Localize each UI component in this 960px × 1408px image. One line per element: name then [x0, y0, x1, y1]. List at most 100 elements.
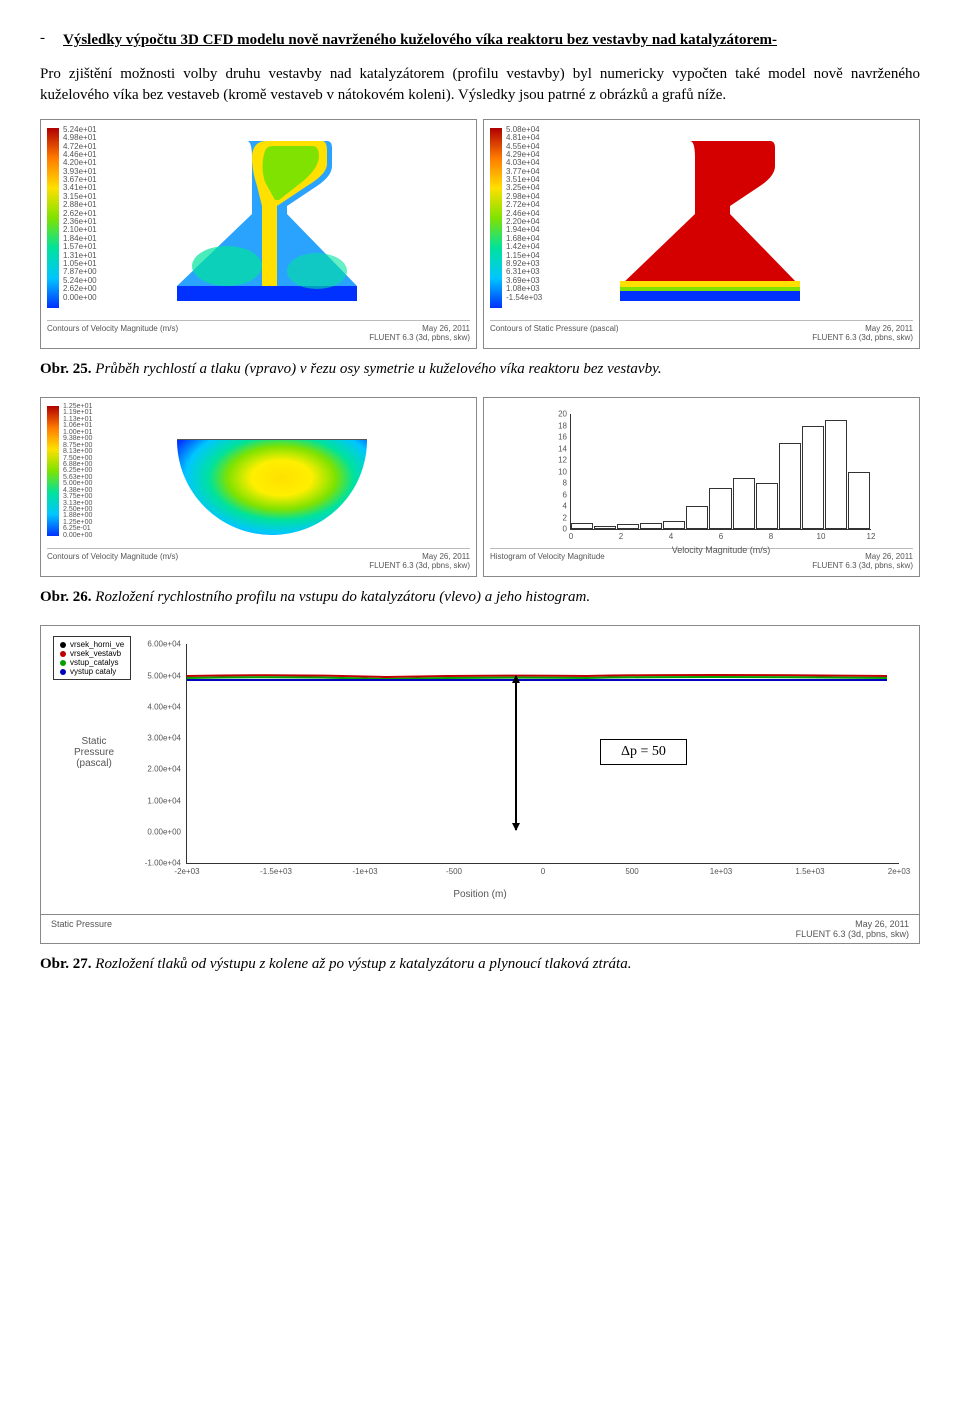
section-heading-row: - Výsledky výpočtu 3D CFD modelu nově na… [40, 30, 920, 50]
footer-solver: FLUENT 6.3 (3d, pbns, skw) [812, 561, 913, 570]
footer-left: Contours of Static Pressure (pascal) [490, 324, 619, 342]
panel-footer: Contours of Static Pressure (pascal) May… [490, 320, 913, 342]
ylabel-line: (pascal) [76, 758, 112, 769]
tick-label: 2 [619, 532, 623, 541]
velocity-hemisphere [177, 439, 367, 535]
plot-area [560, 126, 913, 316]
tick-label: 12 [867, 532, 876, 541]
body-paragraph: Pro zjištění možnosti volby druhu vestav… [40, 64, 920, 105]
footer-solver: FLUENT 6.3 (3d, pbns, skw) [369, 333, 470, 342]
tick-label: 10 [817, 532, 826, 541]
caption-26: Obr. 26. Rozložení rychlostního profilu … [40, 587, 920, 607]
tick-label: 6 [563, 490, 567, 499]
tick-label: 0.00e+00 [147, 827, 181, 836]
caption-25: Obr. 25. Průběh rychlostí a tlaku (vprav… [40, 359, 920, 379]
footer-date: May 26, 2011 [855, 919, 909, 929]
legend: vrsek_horni_vevrsek_vestavbvstup_catalys… [53, 636, 131, 680]
tick-label: 0 [541, 867, 545, 876]
legend-dot [60, 669, 66, 675]
tick-label: 4.00e+04 [147, 702, 181, 711]
figure-25-row: 5.24e+01 4.98e+01 4.72e+01 4.46e+01 4.20… [40, 119, 920, 349]
section-heading: Výsledky výpočtu 3D CFD modelu nově navr… [63, 30, 777, 50]
caption-text: Průběh rychlostí a tlaku (vpravo) v řezu… [95, 361, 661, 377]
tick-label: 500 [625, 867, 638, 876]
pressure-chart: vrsek_horni_vevrsek_vestavbvstup_catalys… [40, 625, 920, 915]
histogram-bar [825, 420, 847, 529]
fig25-velocity-panel: 5.24e+01 4.98e+01 4.72e+01 4.46e+01 4.20… [40, 119, 477, 349]
histogram-bar [663, 521, 685, 529]
caption-text: Rozložení tlaků od výstupu z kolene až p… [95, 956, 631, 972]
tick-label: 12 [558, 456, 567, 465]
tick-label: 20 [558, 410, 567, 419]
plot-area: 02468101214161820 024681012 Velocity Mag… [500, 404, 913, 544]
legend-dot [60, 651, 66, 657]
delta-p-label-box: Δp = 50 [600, 739, 687, 765]
caption-number: Obr. 26. [40, 589, 92, 605]
histogram-bar [779, 443, 801, 529]
histogram-bars [571, 414, 871, 529]
tick-label: 5.00e+04 [147, 671, 181, 680]
footer-solver: FLUENT 6.3 (3d, pbns, skw) [369, 561, 470, 570]
tick-label: 8 [769, 532, 773, 541]
tick-label: 0 [569, 532, 573, 541]
pressure-lines-svg [187, 644, 899, 863]
colorbar-labels: 5.24e+01 4.98e+01 4.72e+01 4.46e+01 4.20… [63, 126, 97, 302]
tick-label: 18 [558, 421, 567, 430]
fig25-pressure-panel: 5.08e+04 4.81e+04 4.55e+04 4.29e+04 4.03… [483, 119, 920, 349]
legend-item: vrsek_horni_ve [60, 640, 124, 649]
legend-label: vstup_catalys [70, 658, 118, 667]
colorbar [490, 128, 502, 308]
tick-label: 2.00e+04 [147, 765, 181, 774]
delta-p-label: Δp = 50 [621, 744, 666, 759]
pressure-contour-shape [600, 136, 820, 306]
colorbar-labels: 1.25e+01 1.19e+01 1.13e+01 1.06e+01 1.00… [63, 404, 92, 539]
legend-dot [60, 660, 66, 666]
tick-label: 8 [563, 479, 567, 488]
tick-label: 4 [563, 502, 567, 511]
pressure-chart-footer: Static Pressure May 26, 2011 FLUENT 6.3 … [40, 915, 920, 944]
tick-label: 14 [558, 444, 567, 453]
footer-left: Contours of Velocity Magnitude (m/s) [47, 324, 178, 342]
fig26-histogram-panel: 02468101214161820 024681012 Velocity Mag… [483, 397, 920, 577]
histogram-bar [848, 472, 870, 530]
footer-date: May 26, 2011 [865, 324, 913, 333]
legend-item: vrsek_vestavb [60, 649, 124, 658]
tick-label: 6 [719, 532, 723, 541]
footer-left: Contours of Velocity Magnitude (m/s) [47, 552, 178, 570]
tick-label: 3.00e+04 [147, 734, 181, 743]
legend-label: vrsek_horni_ve [70, 640, 124, 649]
histogram-bar [802, 426, 824, 530]
tick-label: 2 [563, 513, 567, 522]
histogram-bar [733, 478, 755, 529]
histogram-bar [709, 488, 731, 529]
histogram-bar [594, 526, 616, 529]
caption-27: Obr. 27. Rozložení tlaků od výstupu z ko… [40, 954, 920, 974]
histogram-bar [617, 524, 639, 529]
ylabel-line: Static [81, 736, 106, 747]
histogram-bar [640, 523, 662, 529]
histogram-bar [756, 483, 778, 529]
tick-label: 1.5e+03 [795, 867, 824, 876]
fig26-velocity-panel: 1.25e+01 1.19e+01 1.13e+01 1.06e+01 1.00… [40, 397, 477, 577]
tick-label: 6.00e+04 [147, 640, 181, 649]
panel-footer: Contours of Velocity Magnitude (m/s) May… [47, 548, 470, 570]
footer-date: May 26, 2011 [865, 552, 913, 561]
velocity-contour-shape [157, 136, 377, 306]
pressure-xlabel: Position (m) [41, 889, 919, 900]
legend-item: vstup_catalys [60, 658, 124, 667]
histogram-axes: 02468101214161820 024681012 Velocity Mag… [570, 414, 871, 530]
footer-date: May 26, 2011 [422, 552, 470, 561]
tick-label: 2e+03 [888, 867, 910, 876]
pressure-ylabel: Static Pressure (pascal) [59, 736, 129, 769]
caption-number: Obr. 25. [40, 361, 92, 377]
plot-area [117, 404, 470, 544]
tick-label: 16 [558, 433, 567, 442]
legend-label: vrsek_vestavb [70, 649, 121, 658]
tick-label: 1e+03 [710, 867, 732, 876]
tick-label: 0 [563, 525, 567, 534]
tick-label: 10 [558, 467, 567, 476]
tick-label: -1e+03 [352, 867, 377, 876]
delta-p-arrow [515, 676, 517, 830]
histogram-bar [686, 506, 708, 529]
histogram-xlabel: Velocity Magnitude (m/s) [571, 545, 871, 555]
